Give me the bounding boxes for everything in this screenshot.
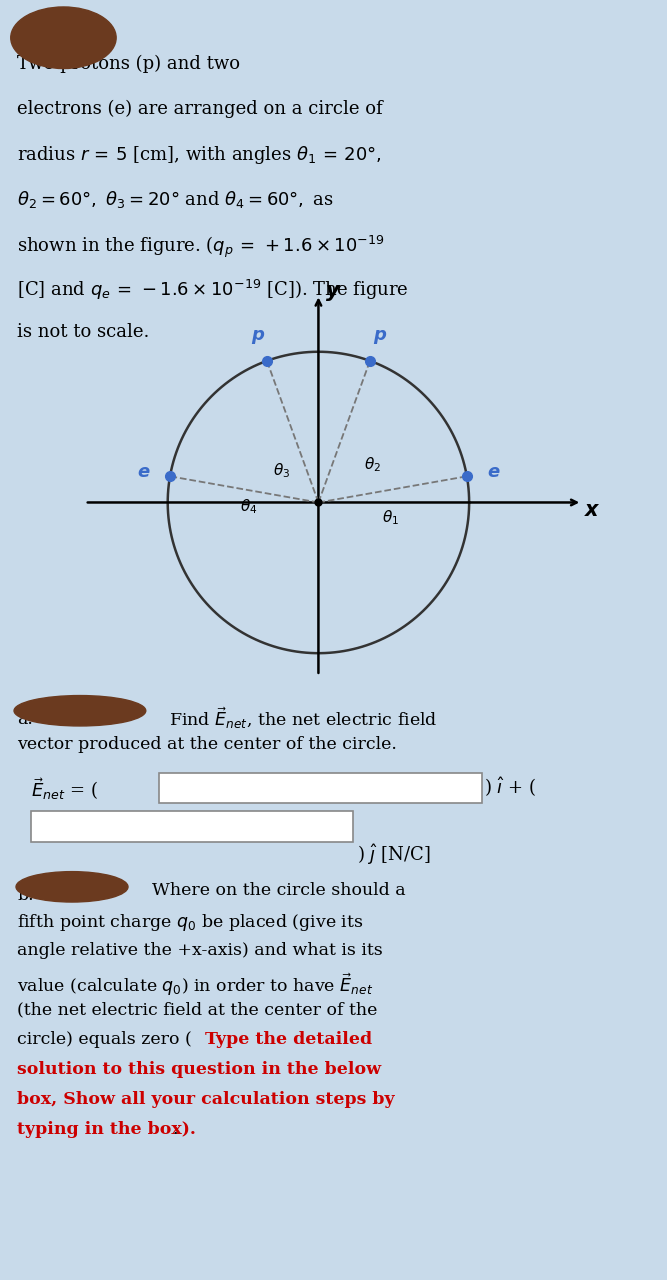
Text: vector produced at the center of the circle.: vector produced at the center of the cir… (17, 736, 398, 754)
Text: $\theta_3$: $\theta_3$ (273, 461, 290, 480)
Ellipse shape (14, 695, 146, 726)
Text: fifth point charge $q_0$ be placed (give its: fifth point charge $q_0$ be placed (give… (17, 911, 364, 933)
Text: value (calculate $q_0$) in order to have $\vec{E}_{net}$: value (calculate $q_0$) in order to have… (17, 972, 374, 998)
Text: b.: b. (17, 887, 34, 904)
Text: Find $\vec{E}_{net}$, the net electric field: Find $\vec{E}_{net}$, the net electric f… (169, 705, 438, 731)
Text: a.: a. (17, 710, 33, 728)
Text: radius $r\,=\,5$ [cm], with angles $\theta_1\,=\,20°,$: radius $r\,=\,5$ [cm], with angles $\the… (17, 145, 382, 166)
Text: typing in the box).: typing in the box). (17, 1121, 196, 1138)
Text: y: y (326, 282, 340, 302)
Text: e: e (488, 462, 500, 480)
Text: $\theta_4$: $\theta_4$ (240, 498, 257, 516)
Text: $\theta_1$: $\theta_1$ (382, 508, 399, 527)
Text: Two protons (p) and two: Two protons (p) and two (17, 55, 240, 73)
FancyBboxPatch shape (31, 812, 354, 842)
Text: p: p (251, 326, 264, 344)
Text: Where on the circle should a: Where on the circle should a (152, 882, 406, 899)
Text: ) $\hat{\imath}$ + (: ) $\hat{\imath}$ + ( (484, 776, 536, 799)
FancyBboxPatch shape (159, 773, 482, 803)
Text: e: e (137, 462, 149, 480)
Text: .: . (172, 1121, 177, 1138)
Text: (the net electric field at the center of the: (the net electric field at the center of… (17, 1001, 378, 1019)
Text: is not to scale.: is not to scale. (17, 323, 149, 340)
Text: x: x (585, 500, 599, 520)
Ellipse shape (16, 872, 128, 902)
Text: p: p (373, 326, 386, 344)
Text: solution to this question in the below: solution to this question in the below (17, 1061, 382, 1078)
Text: electrons (e) are arranged on a circle of: electrons (e) are arranged on a circle o… (17, 100, 383, 118)
Text: $\vec{E}_{net}$ = (: $\vec{E}_{net}$ = ( (31, 776, 97, 801)
Text: ) $\hat{\jmath}$ [N/C]: ) $\hat{\jmath}$ [N/C] (357, 842, 430, 867)
Text: circle) equals zero (: circle) equals zero ( (17, 1032, 192, 1048)
Text: shown in the figure. ($q_p\,=\,+1.6\times10^{-19}$: shown in the figure. ($q_p\,=\,+1.6\time… (17, 233, 385, 260)
Text: Type the detailed: Type the detailed (205, 1032, 372, 1048)
Text: $\theta_2 = 60°,\ \theta_3 = 20°$ and $\theta_4 = 60°,$ as: $\theta_2 = 60°,\ \theta_3 = 20°$ and $\… (17, 189, 334, 210)
Ellipse shape (11, 6, 116, 69)
Text: [C] and $q_e\,=\,-1.6\times10^{-19}$ [C]). The figure: [C] and $q_e\,=\,-1.6\times10^{-19}$ [C]… (17, 278, 409, 302)
Text: $\theta_2$: $\theta_2$ (364, 456, 381, 474)
Text: box, Show all your calculation steps by: box, Show all your calculation steps by (17, 1091, 395, 1108)
Text: angle relative the +x-axis) and what is its: angle relative the +x-axis) and what is … (17, 942, 383, 959)
